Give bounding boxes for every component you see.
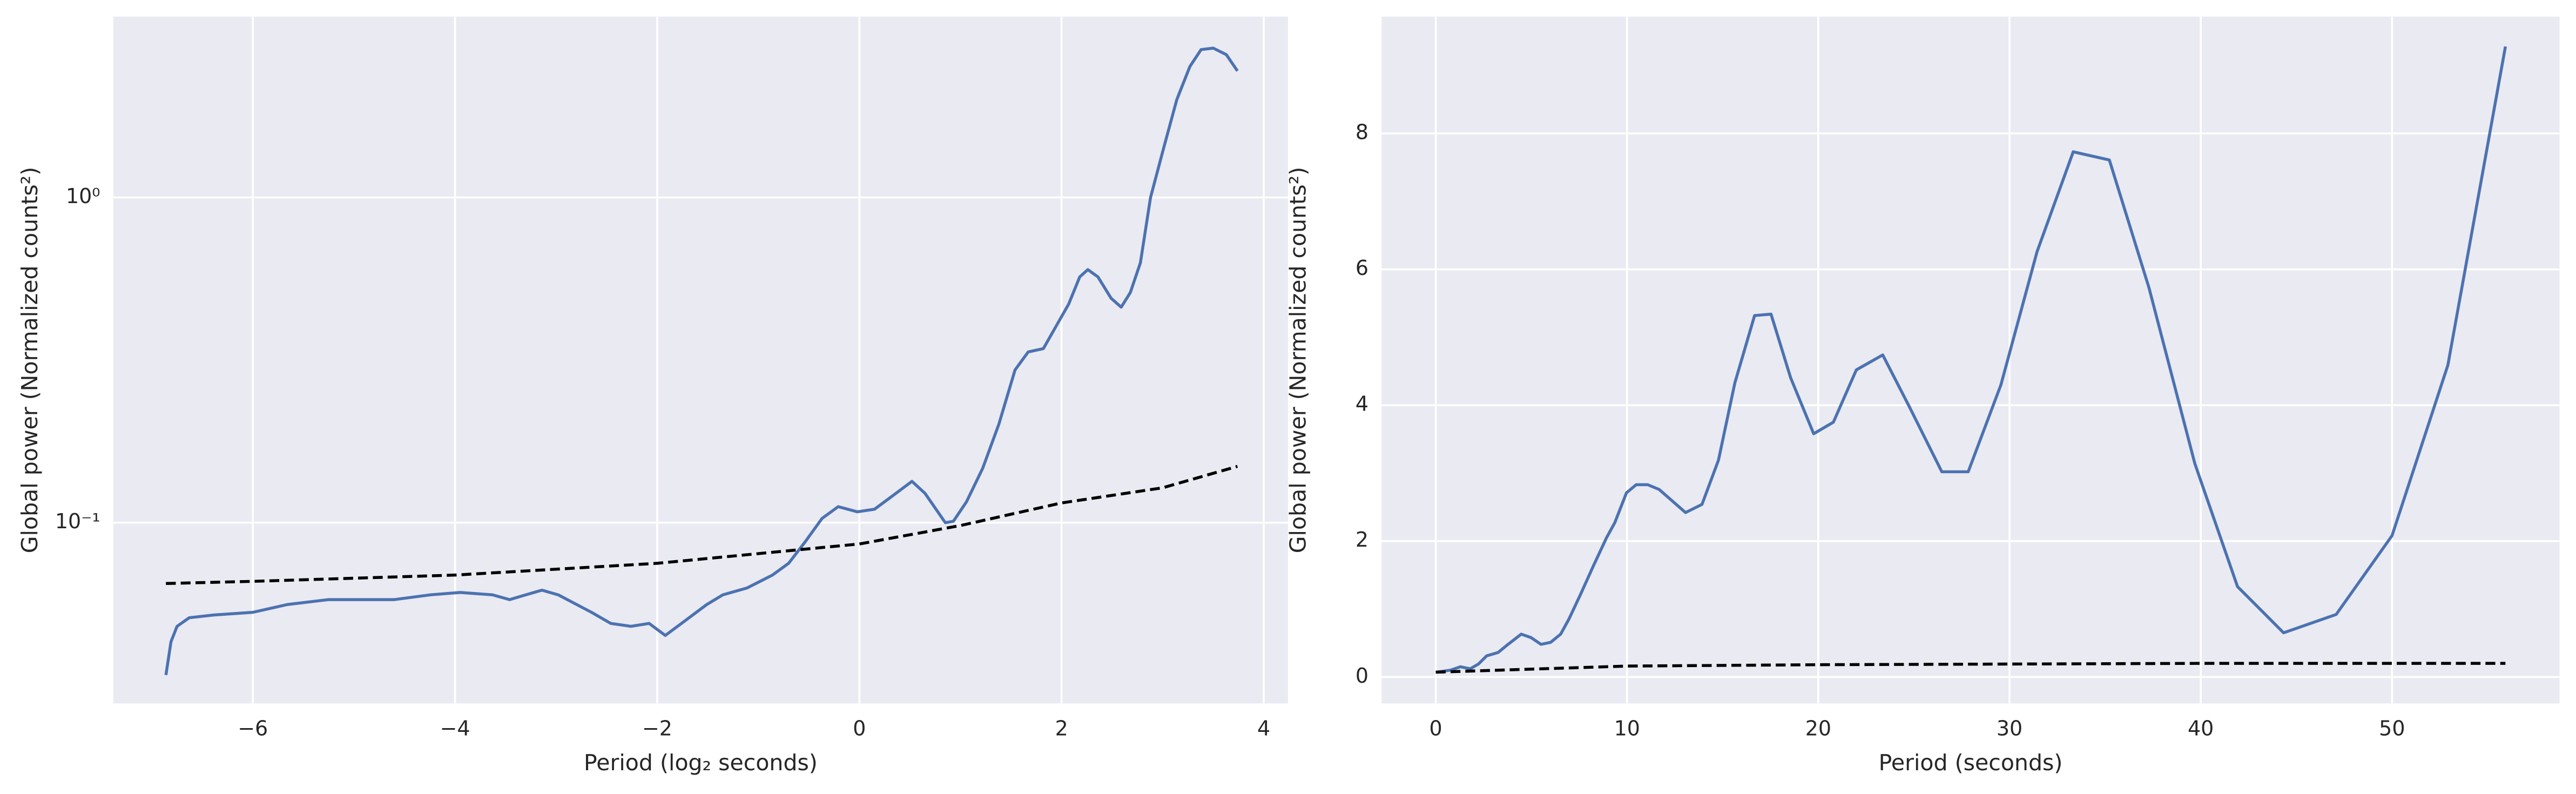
y-axis-label: Global power (Normalized counts²) bbox=[1285, 167, 1311, 553]
x-tick-label: 10 bbox=[1614, 717, 1640, 741]
x-axis-label: Period (seconds) bbox=[1879, 750, 2063, 776]
chart: −6 −4 −2 0 2 4 10⁻¹ 10⁰ Period (log₂ seconds) Glo… bbox=[17, 16, 1289, 776]
x-tick-label: −4 bbox=[440, 717, 470, 741]
x-tick-label: 30 bbox=[1997, 717, 2022, 741]
y-tick-label: 2 bbox=[1356, 528, 1368, 551]
x-tick-label: 40 bbox=[2188, 717, 2214, 741]
x-axis-label: Period (log₂ seconds) bbox=[584, 750, 818, 776]
x-tick-label: −6 bbox=[238, 717, 268, 741]
data-line bbox=[1435, 662, 2506, 674]
y-tick-label: 0 bbox=[1356, 664, 1368, 688]
y-tick-label: 6 bbox=[1356, 256, 1368, 280]
y-axis-label: Global power (Normalized counts²) bbox=[17, 167, 43, 553]
y-tick-label: 10⁻¹ bbox=[55, 509, 100, 533]
x-tick-label: 20 bbox=[1805, 717, 1831, 741]
data-line bbox=[166, 465, 1238, 586]
x-tick-label: 0 bbox=[853, 717, 866, 741]
data-line bbox=[164, 46, 1239, 676]
chart: 0 10 20 30 40 50 0 2 4 6 8 Period (seconds) Global p… bbox=[1285, 16, 2560, 776]
plot-area bbox=[113, 16, 1289, 704]
x-tick-label: 50 bbox=[2379, 717, 2405, 741]
y-tick-label: 4 bbox=[1356, 392, 1368, 416]
x-tick-label: −2 bbox=[642, 717, 672, 741]
plot-area bbox=[1381, 16, 2560, 704]
y-tick-label: 8 bbox=[1356, 120, 1368, 144]
x-tick-label: 2 bbox=[1055, 717, 1068, 741]
y-tick-label: 10⁰ bbox=[66, 184, 100, 208]
data-line bbox=[1435, 46, 2507, 674]
x-tick-label: 4 bbox=[1257, 717, 1270, 741]
x-tick-label: 0 bbox=[1429, 717, 1442, 741]
